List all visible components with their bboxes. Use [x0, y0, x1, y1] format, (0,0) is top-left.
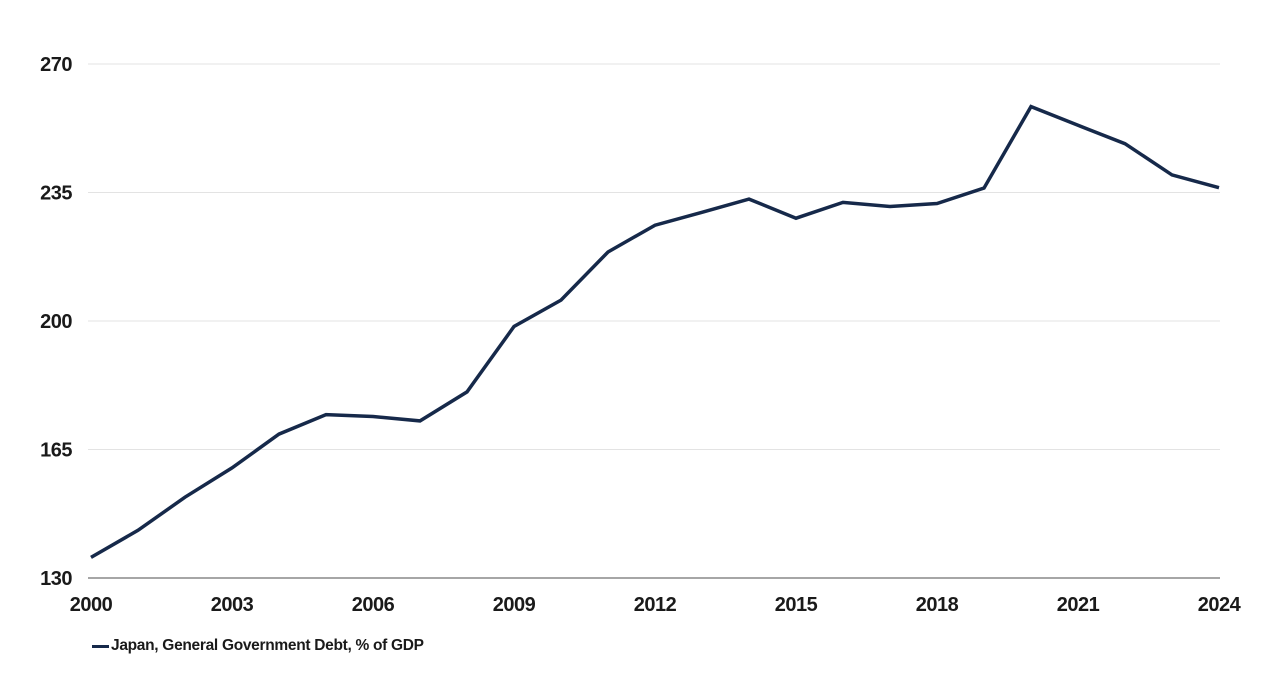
x-axis-tick-label: 2012 [634, 594, 677, 616]
y-axis-tick-label: 130 [40, 568, 72, 590]
x-axis-tick-label: 2003 [211, 594, 254, 616]
legend: Japan, General Government Debt, % of GDP [92, 637, 424, 655]
x-axis-tick-label: 2024 [1198, 594, 1242, 616]
y-axis-tick-label: 165 [40, 440, 72, 462]
y-axis-tick-label: 200 [40, 311, 72, 333]
x-axis-tick-label: 2009 [493, 594, 536, 616]
x-axis-tick-label: 2006 [352, 594, 395, 616]
x-axis-tick-label: 2018 [916, 594, 959, 616]
y-axis-tick-label: 270 [40, 54, 72, 76]
legend-label: Japan, General Government Debt, % of GDP [111, 637, 424, 654]
x-axis-tick-label: 2000 [70, 594, 113, 616]
legend-line-swatch [92, 644, 109, 648]
x-axis-tick-label: 2015 [775, 594, 818, 616]
x-axis-tick-label: 2021 [1057, 594, 1100, 616]
debt-line-series [90, 104, 1220, 559]
y-axis-tick-label: 235 [40, 183, 72, 205]
